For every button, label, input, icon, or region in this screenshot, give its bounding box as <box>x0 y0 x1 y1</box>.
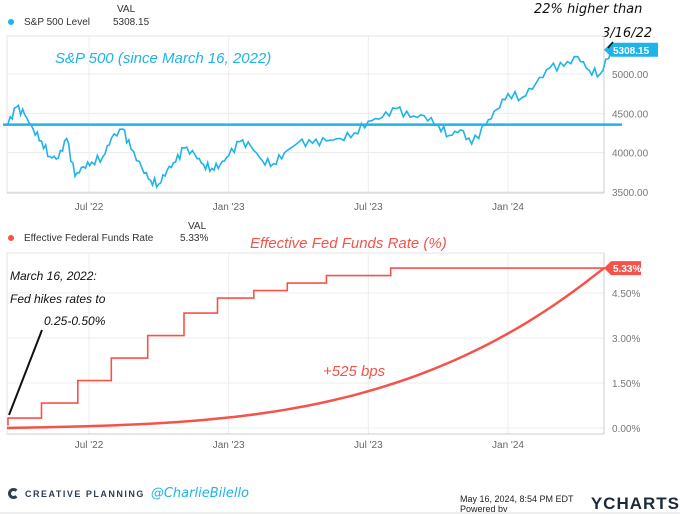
x-tick-label: Jul '22 <box>75 202 104 213</box>
y-tick-label: 0.00% <box>612 424 640 435</box>
x-tick-label: Jul '22 <box>75 440 104 451</box>
x-tick-label: Jul '23 <box>354 202 383 213</box>
x-tick-label: Jan '24 <box>492 202 524 213</box>
fed-step-line <box>7 267 612 426</box>
sp500-chart: 3500.00 4000.00 4500.00 5000.00 Jul '22 Jan '… <box>3 35 658 213</box>
fed-note-line2: Fed hikes rates to <box>10 292 106 306</box>
fed-trend-curve <box>6 267 605 430</box>
top-legend-name: S&P 500 Level <box>24 17 90 28</box>
creative-planning-logo-icon <box>8 488 19 499</box>
fed-title-annotation: Effective Fed Funds Rate (%) <box>250 235 447 252</box>
brand-name: CREATIVE PLANNING <box>25 488 145 499</box>
pointer-line <box>8 329 43 416</box>
top-legend: S&P 500 Level <box>8 17 90 28</box>
fed-note-line1: March 16, 2022: <box>10 269 97 283</box>
sp500-series-line <box>7 49 613 190</box>
sp-note-line1: 22% higher than <box>534 2 643 17</box>
y-tick-label: 1.50% <box>612 379 640 390</box>
last-value-label: 5308.15 <box>613 46 650 57</box>
x-tick-label: Jan '23 <box>213 202 245 213</box>
x-tick-label: Jul '23 <box>354 440 383 451</box>
y-tick-label: 3.00% <box>612 334 640 345</box>
fed-note-line3: 0.25-0.50% <box>44 314 106 328</box>
legend-dot-icon <box>8 19 14 26</box>
x-tick-label: Jan '23 <box>213 440 245 451</box>
last-value-tag <box>604 261 641 276</box>
ycharts-logo: YCHARTS <box>590 494 680 513</box>
y-tick-label: 4.50% <box>612 289 640 300</box>
footer-brand: CREATIVE PLANNING @CharlieBilello <box>8 486 249 501</box>
charts-svg: 3500.00 4000.00 4500.00 5000.00 Jul '22 Jan '… <box>3 35 658 451</box>
y-tick-label: 4000.00 <box>612 149 649 160</box>
sp-note-line2: 3/16/22 <box>602 26 653 41</box>
y-tick-label: 3500.00 <box>612 188 649 199</box>
x-tick-label: Jan '24 <box>492 440 524 451</box>
footer-credit: May 16, 2024, 8:54 PM EDT Powered by YCH… <box>460 494 680 514</box>
top-val-header: VAL <box>117 4 136 15</box>
last-value-label: 5.33% <box>613 264 641 275</box>
sp-title-annotation: S&P 500 (since March 16, 2022) <box>55 50 271 67</box>
last-value-tag <box>604 42 658 57</box>
author-handle: @CharlieBilello <box>150 486 250 501</box>
fed-funds-chart: 0.00% 1.50% 3.00% 4.50% Jul '22 Jan '23 Jul '2… <box>6 235 641 451</box>
bottom-legend-value: 5.33% <box>180 233 209 244</box>
y-tick-label: 4500.00 <box>612 109 649 120</box>
timestamp: May 16, 2024, 8:54 PM EDT Powered by <box>460 494 574 514</box>
bottom-val-header: VAL <box>188 221 207 232</box>
legend-dot-icon <box>8 235 14 242</box>
bottom-legend-name: Effective Federal Funds Rate <box>24 233 154 244</box>
top-legend-value: 5308.15 <box>113 17 150 28</box>
bottom-legend: Effective Federal Funds Rate <box>8 233 153 244</box>
footer-divider <box>0 512 680 514</box>
y-tick-label: 5000.00 <box>612 70 649 81</box>
bps-change-annotation: +525 bps <box>323 363 386 380</box>
pointer-line <box>607 41 614 49</box>
